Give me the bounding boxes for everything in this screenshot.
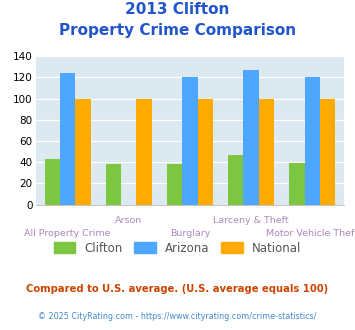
Bar (228, 155, 244, 205)
Bar (244, 70, 259, 205)
Bar (106, 164, 121, 205)
Text: Burglary: Burglary (170, 229, 210, 238)
Bar (136, 99, 152, 205)
Text: Compared to U.S. average. (U.S. average equals 100): Compared to U.S. average. (U.S. average … (26, 284, 329, 294)
Text: Arson: Arson (115, 216, 142, 225)
Bar (198, 99, 213, 205)
Bar (320, 99, 335, 205)
Bar (182, 77, 198, 205)
Text: Larceny & Theft: Larceny & Theft (213, 216, 289, 225)
Bar (45, 159, 60, 205)
Bar (167, 164, 182, 205)
Text: © 2025 CityRating.com - https://www.cityrating.com/crime-statistics/: © 2025 CityRating.com - https://www.city… (38, 312, 317, 321)
Bar (305, 77, 320, 205)
Text: Property Crime Comparison: Property Crime Comparison (59, 23, 296, 38)
Bar (259, 99, 274, 205)
Bar (289, 163, 305, 205)
Bar (75, 99, 91, 205)
Text: All Property Crime: All Property Crime (24, 229, 111, 238)
Legend: Clifton, Arizona, National: Clifton, Arizona, National (49, 237, 306, 259)
Text: 2013 Clifton: 2013 Clifton (125, 2, 230, 16)
Text: Motor Vehicle Theft: Motor Vehicle Theft (266, 229, 355, 238)
Bar (60, 73, 75, 205)
